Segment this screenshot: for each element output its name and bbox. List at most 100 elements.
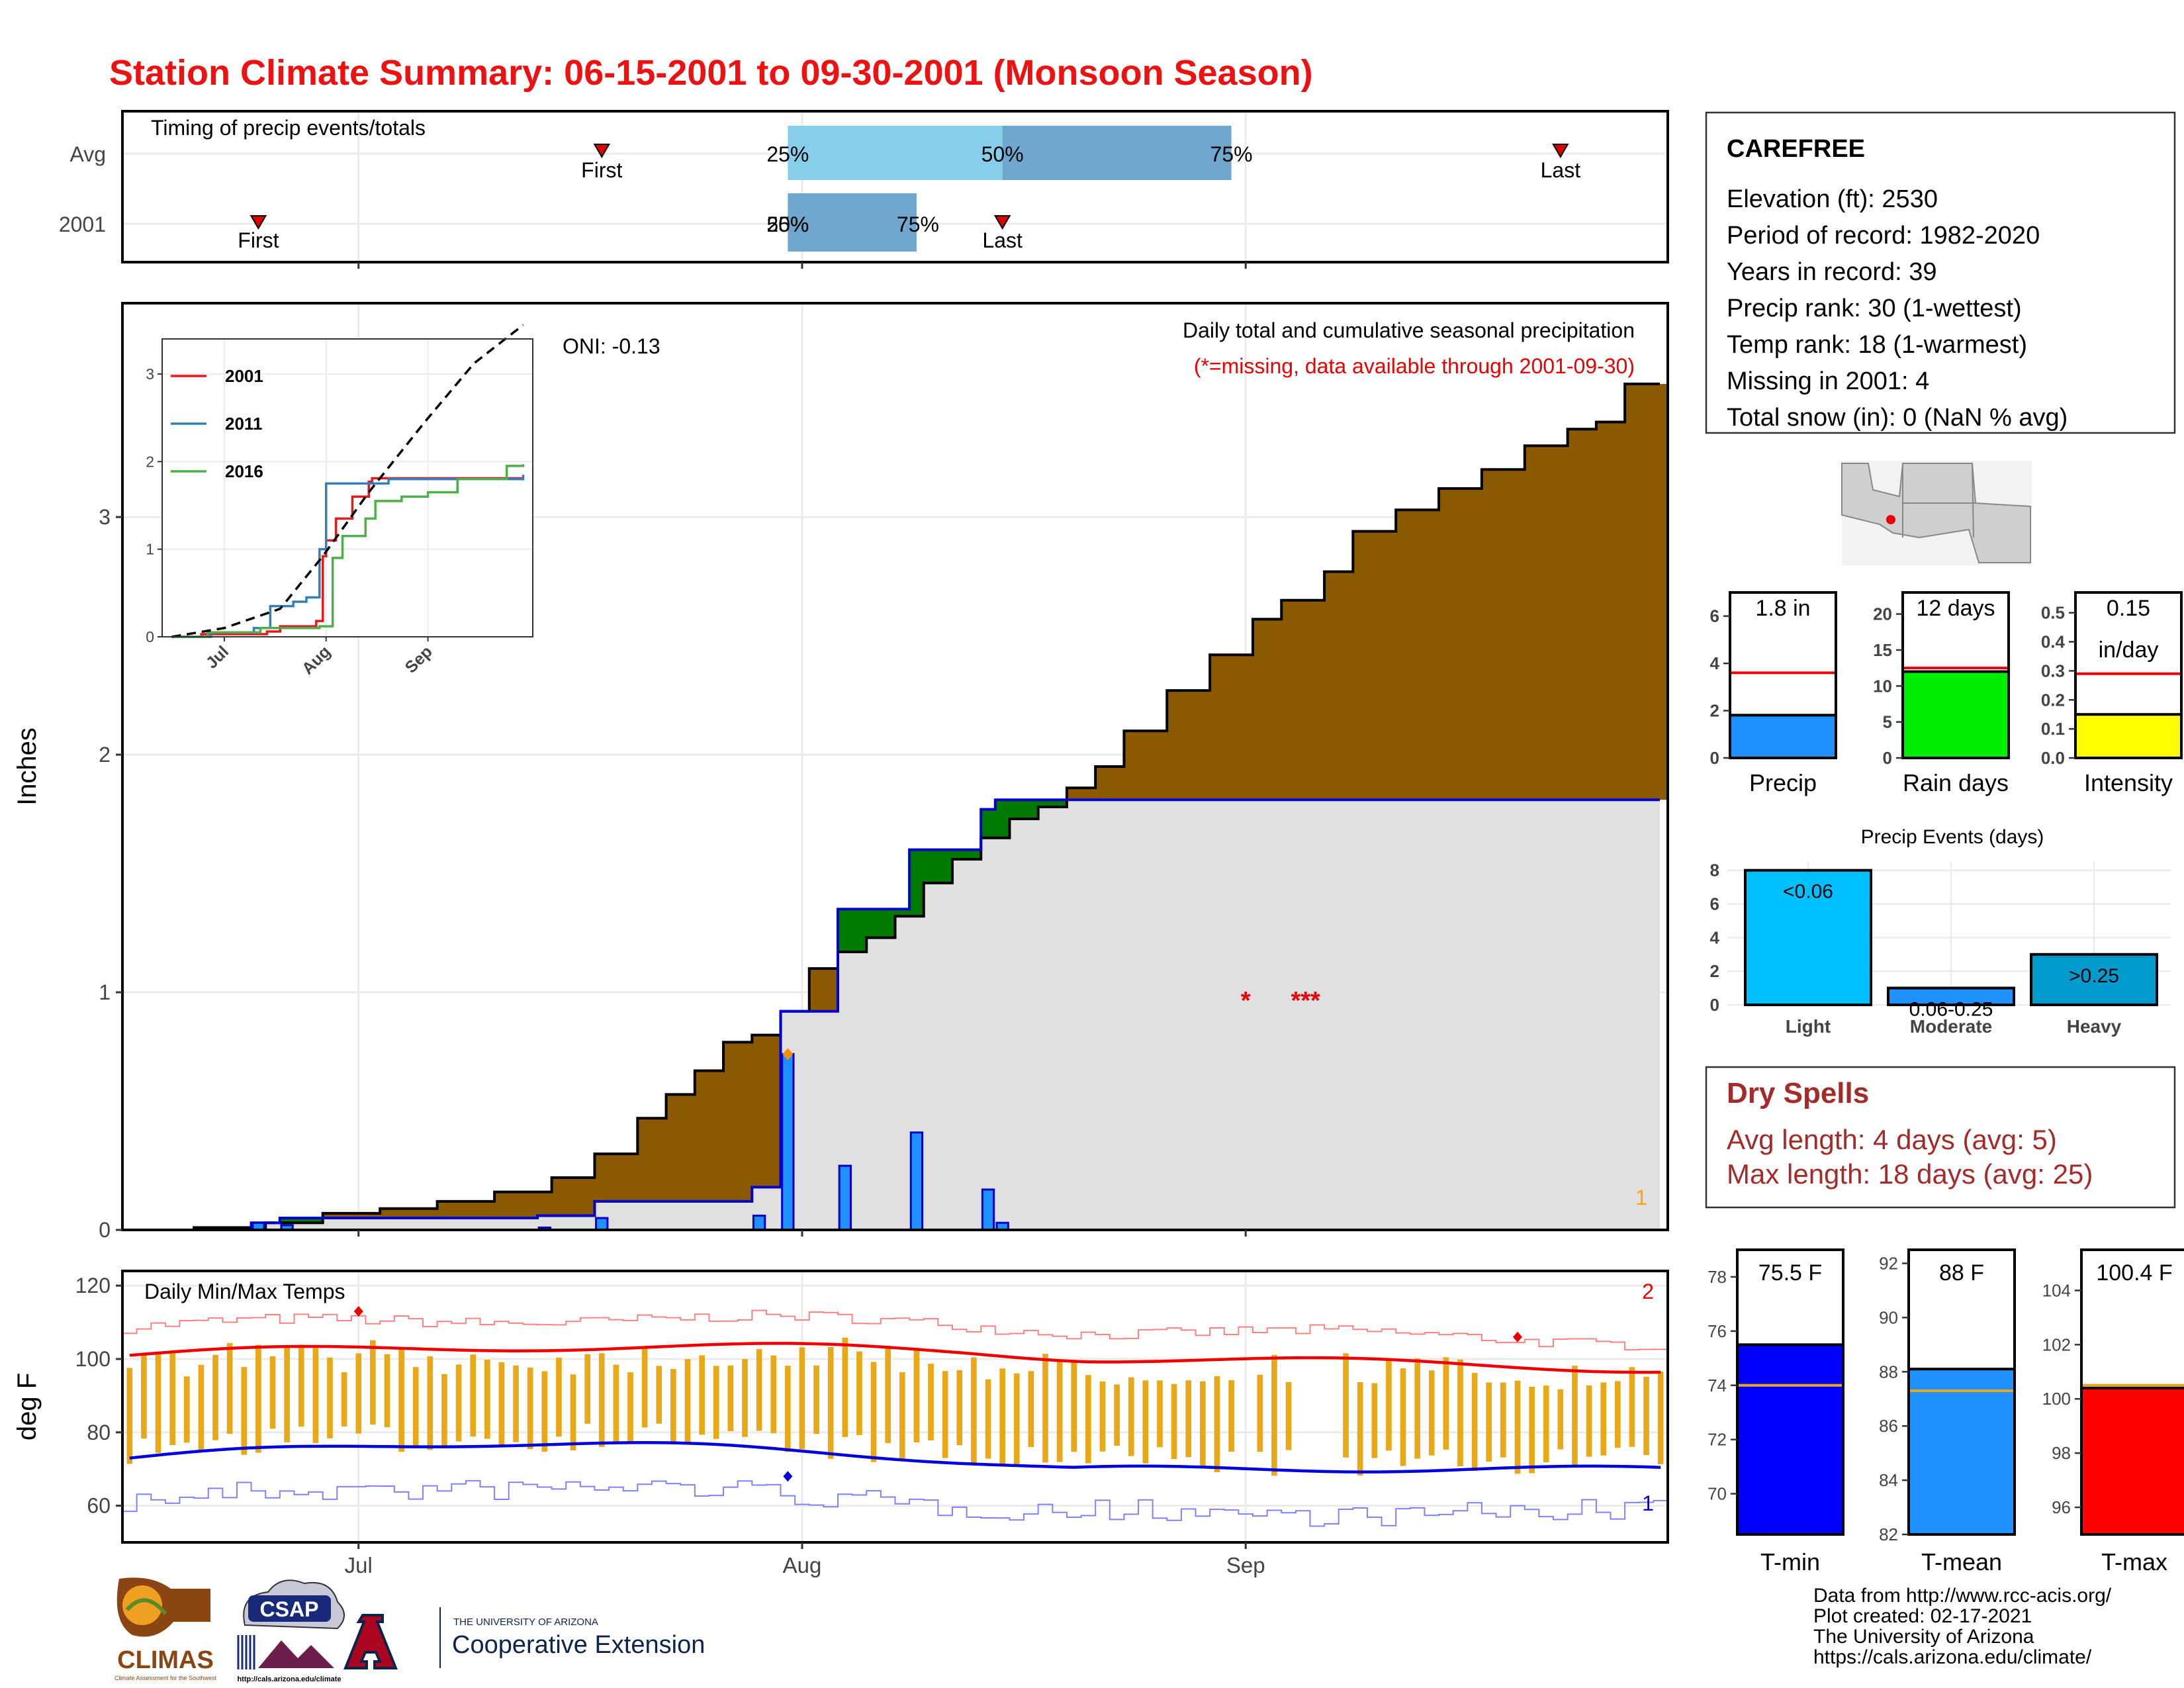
deficit-fill — [1610, 422, 1625, 800]
daily-temp-bar — [1056, 1360, 1063, 1462]
deficit-fill — [1424, 510, 1439, 800]
climas-leaf-icon — [125, 1598, 167, 1615]
avg-last-marker — [1552, 144, 1569, 158]
precip-summary-1: 0 5 10 15 20 12 days Rain days — [1873, 591, 2010, 796]
deficit-fill — [1524, 445, 1540, 800]
temp-corner-label-top: 2 — [1642, 1280, 1654, 1303]
deficit-fill — [437, 1201, 452, 1219]
events-y-tick-label: 2 — [1710, 961, 1719, 981]
surplus-fill — [1024, 800, 1039, 819]
daily-temp-bar — [384, 1354, 390, 1428]
deficit-fill — [809, 968, 824, 1011]
precip-summary-0: 0 2 4 6 1.8 in Precip — [1710, 591, 1837, 796]
summary-y-tick-label: 76 — [1707, 1321, 1727, 1341]
missing-data-mark: *** — [1291, 987, 1320, 1015]
summary-y-tick-label: 72 — [1707, 1430, 1727, 1450]
deficit-fill — [1109, 767, 1125, 800]
daily-temp-bar — [885, 1345, 891, 1444]
summary-y-tick-label: 74 — [1707, 1376, 1727, 1395]
surplus-fill — [909, 849, 925, 917]
daily-temp-bar — [727, 1365, 734, 1432]
daily-temp-bar — [956, 1370, 963, 1446]
temp-y-tick-label: 100 — [75, 1347, 111, 1371]
daily-temp-bar — [1386, 1358, 1392, 1451]
deficit-fill — [1553, 445, 1569, 800]
surplus-fill — [895, 909, 910, 917]
summary-y-tick-label: 70 — [1707, 1484, 1727, 1504]
summary-y-tick-label: 86 — [1879, 1416, 1898, 1436]
deficit-fill — [1281, 600, 1297, 800]
deficit-fill — [1152, 731, 1167, 800]
peak-precip-marker — [782, 1048, 794, 1060]
inset-series-2001 — [171, 477, 523, 638]
deficit-fill — [1625, 384, 1640, 800]
deficit-fill — [1453, 489, 1468, 800]
daily-temp-bar — [427, 1356, 433, 1450]
deficit-fill — [1510, 469, 1525, 800]
deficit-fill — [494, 1192, 510, 1219]
events-category-label: Light — [1786, 1016, 1831, 1037]
deficit-fill — [1639, 384, 1654, 800]
map-region — [1841, 463, 2031, 563]
daily-temp-bar — [484, 1360, 490, 1439]
record-low-line — [122, 1479, 1668, 1527]
daily-temp-bar — [999, 1368, 1005, 1466]
daily-temp-bar — [355, 1353, 362, 1434]
deficit-fill — [508, 1192, 523, 1219]
summary-y-tick-label: 82 — [1879, 1524, 1898, 1544]
summary-y-tick-label: 96 — [2052, 1497, 2071, 1517]
deficit-fill — [651, 1118, 667, 1201]
daily-temp-bar — [226, 1342, 233, 1434]
summary-y-tick-label: 0.3 — [2041, 661, 2065, 680]
deficit-fill — [380, 1208, 395, 1219]
daily-temp-bar — [1257, 1374, 1263, 1452]
temp-panel-title: Daily Min/Max Temps — [144, 1280, 345, 1303]
daily-temp-bar — [370, 1340, 376, 1425]
daily-temp-bar — [799, 1347, 805, 1450]
surplus-fill — [981, 809, 996, 838]
daily-precip-bar — [752, 1214, 766, 1231]
csap-badge — [248, 1595, 331, 1622]
summary-y-tick-label: 102 — [2042, 1335, 2071, 1354]
daily-temp-bar — [899, 1372, 905, 1459]
summary-bar-label: Rain days — [1903, 769, 2009, 796]
daily-temp-bar — [813, 1365, 819, 1434]
summary-box-text: 12 days — [1916, 596, 1995, 621]
daily-temp-bar — [1629, 1367, 1635, 1447]
daily-temp-bar — [1343, 1353, 1349, 1458]
climas-sun-icon — [122, 1585, 162, 1625]
daily-temp-bar — [670, 1369, 676, 1444]
summary-bar-frame — [1907, 1248, 2016, 1536]
temp-y-tick-label: 60 — [87, 1494, 111, 1518]
surplus-fill — [995, 800, 1011, 838]
daily-temp-bar — [1128, 1377, 1134, 1456]
deficit-fill — [1081, 788, 1096, 800]
surplus-fill — [880, 909, 896, 938]
deficit-fill — [1410, 510, 1426, 800]
summary-y-tick-label: 0.5 — [2041, 603, 2065, 623]
page-title: Station Climate Summary: 06-15-2001 to 0… — [109, 53, 1313, 93]
daily-precip-bar — [781, 1053, 795, 1231]
daily-temp-bar — [183, 1376, 190, 1443]
summary-y-tick-label: 84 — [1879, 1470, 1898, 1490]
summary-bar — [1736, 1343, 1844, 1536]
y2001-last-marker — [993, 215, 1011, 230]
daily-temp-bar — [1443, 1357, 1449, 1450]
daily-temp-bar — [284, 1346, 290, 1442]
record-high-line — [122, 1309, 1668, 1351]
csap-mountain-icon — [258, 1640, 334, 1668]
avg-p50-label: 50% — [981, 142, 1024, 166]
daily-temp-bar — [570, 1374, 576, 1451]
summary-box-text: 0.15 — [2107, 596, 2150, 621]
station-info-line: Period of record: 1982-2020 — [1727, 222, 2040, 250]
deficit-fill — [680, 1094, 696, 1201]
summary-y-tick-label: 90 — [1879, 1307, 1898, 1327]
summary-y-tick-label: 104 — [2042, 1280, 2071, 1300]
deficit-fill — [609, 1154, 624, 1201]
daily-temp-bar — [541, 1371, 548, 1452]
deficit-fill — [523, 1192, 538, 1219]
x-tick-label: Sep — [1226, 1553, 1265, 1577]
surplus-fill — [938, 849, 953, 883]
